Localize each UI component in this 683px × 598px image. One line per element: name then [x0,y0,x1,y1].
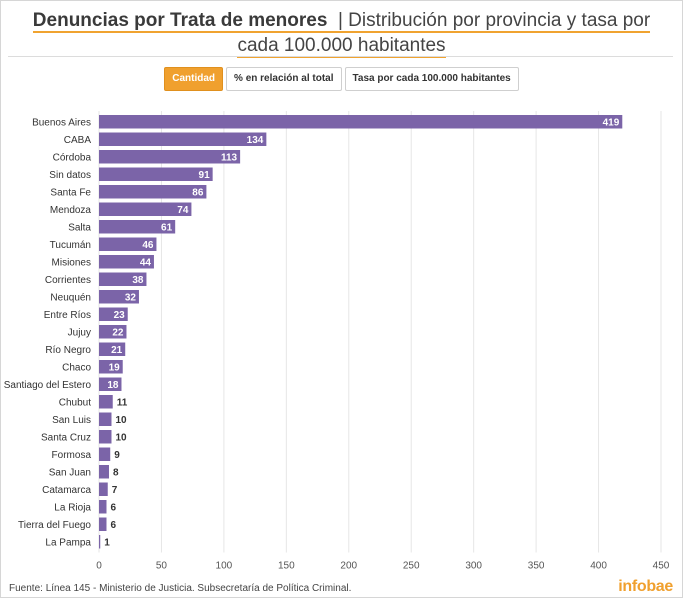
category-label: San Luis [52,415,91,426]
bar [99,185,207,199]
data-label: 7 [112,485,118,496]
title-rest: | Distribución por provincia y tasa por … [237,10,651,56]
bar [99,535,101,549]
category-label: Formosa [52,450,92,461]
bar [99,132,267,146]
category-label: Salta [68,222,91,233]
bar [99,377,122,391]
data-label: 10 [115,415,127,426]
category-label: Jujuy [68,327,91,338]
x-tick-label: 200 [340,561,357,572]
category-label: Chaco [62,362,91,373]
view-tabs: Cantidad % en relación al total Tasa por… [0,67,683,91]
data-label: 6 [110,502,116,513]
data-label: 61 [161,222,173,233]
bar [99,150,241,164]
category-label: Chubut [59,397,91,408]
bar [99,220,176,234]
data-label: 9 [114,450,120,461]
bar [99,202,192,216]
data-label: 46 [142,240,154,251]
category-label: La Pampa [45,537,91,548]
x-tick-label: 250 [403,561,420,572]
data-label: 22 [112,327,124,338]
data-label: 419 [603,117,620,128]
bar [99,465,109,479]
category-label: Córdoba [53,152,92,163]
data-label: 23 [114,310,126,321]
category-label: Santa Cruz [41,432,91,443]
category-label: Santa Fe [50,187,91,198]
category-label: Neuquén [50,292,91,303]
title-divider [8,56,673,57]
category-label: Tucumán [50,240,91,251]
category-label: Misiones [52,257,91,268]
data-label: 8 [113,467,119,478]
category-label: Río Negro [45,345,91,356]
data-label: 91 [199,170,211,181]
category-label: Catamarca [42,485,91,496]
category-label: Corrientes [45,275,91,286]
tab-porcentaje[interactable]: % en relación al total [226,67,342,91]
bar [99,395,113,409]
data-label: 1 [104,537,110,548]
data-label: 86 [192,187,204,198]
bar [99,360,123,374]
data-label: 134 [247,135,264,146]
bar [99,412,112,426]
category-label: Sin datos [49,170,91,181]
category-label: Santiago del Estero [4,380,92,391]
data-label: 6 [110,520,116,531]
data-label: 18 [107,380,119,391]
x-tick-label: 300 [465,561,482,572]
source-note: Fuente: Línea 145 - Ministerio de Justic… [9,583,352,594]
bar [99,430,112,444]
x-tick-label: 450 [653,561,670,572]
x-tick-label: 150 [278,561,295,572]
category-label: La Rioja [54,502,91,513]
x-tick-label: 350 [528,561,545,572]
data-label: 21 [111,345,123,356]
bar [99,167,213,181]
bar [99,237,157,251]
chart-title: Denuncias por Trata de menores | Distrib… [20,8,663,58]
data-label: 11 [117,397,128,408]
data-label: 74 [177,205,189,216]
brand-logo: infobae [618,578,673,595]
bar-chart: 0 50 100 150 200 250 300 350 400 450 Buenos Aires 4… [4,111,670,572]
bar [99,447,111,461]
category-label: CABA [64,135,92,146]
x-tick-label: 0 [96,561,102,572]
data-label: 113 [221,152,238,163]
tab-cantidad[interactable]: Cantidad [164,67,224,91]
bar [99,517,107,531]
category-label: Mendoza [50,205,92,216]
title-bold: Denuncias por Trata de menores [32,10,328,31]
x-tick-label: 100 [216,561,233,572]
category-label: Buenos Aires [32,117,91,128]
category-label: San Juan [49,467,91,478]
data-label: 32 [125,292,137,303]
data-label: 44 [140,257,152,268]
bar [99,500,107,514]
bar [99,307,128,321]
data-label: 19 [109,362,121,373]
category-label: Tierra del Fuego [18,520,91,531]
bar [99,115,623,129]
tab-tasa[interactable]: Tasa por cada 100.000 habitantes [344,67,519,91]
bar [99,290,139,304]
data-label: 10 [115,432,127,443]
category-label: Entre Ríos [44,310,91,321]
bar [99,482,108,496]
bar [99,272,147,286]
x-tick-label: 50 [156,561,168,572]
bar [99,255,154,269]
data-label: 38 [132,275,144,286]
bar [99,325,127,339]
x-tick-label: 400 [590,561,607,572]
bar [99,342,126,356]
